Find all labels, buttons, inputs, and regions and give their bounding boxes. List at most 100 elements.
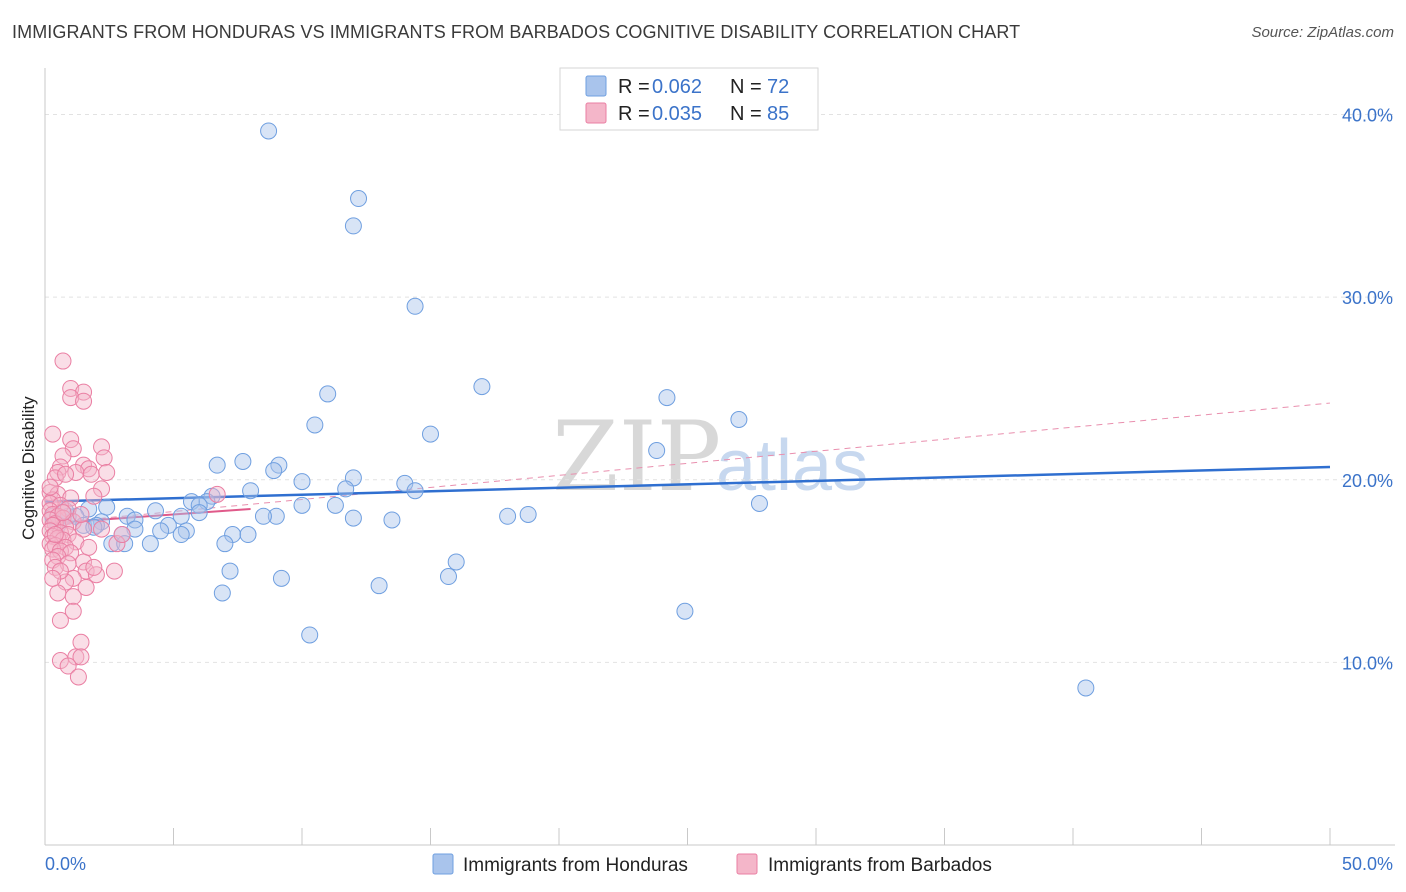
y-tick-label: 40.0% bbox=[1342, 106, 1393, 126]
bottom-legend-swatch-honduras bbox=[432, 853, 454, 875]
point-barbados bbox=[44, 425, 62, 443]
point-honduras bbox=[383, 511, 401, 529]
legend-r-value-1: 0.062 bbox=[652, 76, 702, 98]
point-barbados bbox=[54, 352, 72, 370]
point-barbados bbox=[108, 535, 126, 553]
point-honduras bbox=[350, 190, 368, 208]
point-honduras bbox=[319, 385, 337, 403]
point-honduras bbox=[254, 507, 272, 525]
axes bbox=[44, 68, 1395, 846]
point-honduras bbox=[439, 568, 457, 586]
trend-lines bbox=[44, 402, 1331, 525]
point-barbados bbox=[95, 449, 113, 467]
y-tick-label: 10.0% bbox=[1342, 653, 1393, 673]
point-honduras bbox=[126, 511, 144, 529]
point-barbados bbox=[54, 447, 72, 465]
point-barbados bbox=[67, 533, 85, 551]
point-honduras bbox=[272, 569, 290, 587]
point-honduras bbox=[447, 553, 465, 571]
point-barbados bbox=[72, 633, 90, 651]
point-honduras bbox=[147, 502, 165, 520]
legend-swatch-barbados bbox=[585, 102, 607, 124]
trend-line-honduras bbox=[44, 465, 1331, 503]
point-barbados bbox=[77, 579, 95, 597]
data-points bbox=[41, 122, 1095, 697]
point-barbados bbox=[59, 657, 77, 675]
point-honduras bbox=[267, 507, 285, 525]
x-tick-labels: 0.0% 50.0% bbox=[45, 854, 1393, 874]
point-honduras bbox=[265, 462, 283, 480]
point-honduras bbox=[301, 626, 319, 644]
point-honduras bbox=[141, 535, 159, 553]
point-barbados bbox=[82, 465, 100, 483]
point-honduras bbox=[239, 526, 257, 544]
point-barbados bbox=[44, 569, 62, 587]
point-barbados bbox=[64, 569, 82, 587]
point-honduras bbox=[337, 480, 355, 498]
point-honduras bbox=[306, 416, 324, 434]
point-honduras bbox=[473, 378, 491, 396]
point-honduras bbox=[216, 535, 234, 553]
point-honduras bbox=[152, 522, 170, 540]
point-honduras bbox=[213, 584, 231, 602]
point-barbados bbox=[62, 389, 80, 407]
point-honduras bbox=[98, 498, 116, 516]
point-barbados bbox=[46, 526, 64, 544]
legend-n-label-2: N = bbox=[730, 103, 762, 125]
point-barbados bbox=[72, 505, 90, 523]
point-honduras bbox=[750, 495, 768, 513]
legend-n-value-1: 72 bbox=[767, 76, 789, 98]
point-honduras bbox=[242, 482, 260, 500]
point-barbados bbox=[75, 392, 93, 410]
point-barbados bbox=[41, 478, 59, 496]
point-barbados bbox=[85, 487, 103, 505]
top-legend: R = 0.062 N = 72 R = 0.035 N = 85 bbox=[559, 67, 819, 131]
point-barbados bbox=[49, 584, 67, 602]
point-honduras bbox=[1077, 679, 1095, 697]
point-honduras bbox=[326, 496, 344, 514]
point-honduras bbox=[422, 425, 439, 443]
point-honduras bbox=[658, 389, 676, 407]
legend-n-label-1: N = bbox=[730, 76, 762, 98]
point-honduras bbox=[648, 442, 666, 460]
bottom-legend-label-honduras: Immigrants from Honduras bbox=[463, 855, 688, 876]
point-honduras bbox=[234, 453, 252, 470]
source-label: Source: ZipAtlas.com bbox=[1251, 24, 1394, 41]
point-honduras bbox=[730, 410, 748, 428]
point-barbados bbox=[72, 648, 90, 666]
point-honduras bbox=[293, 473, 311, 491]
y-axis-label: Cognitive Disability bbox=[19, 396, 38, 540]
watermark-atlas: atlas bbox=[716, 426, 868, 506]
legend-r-label-1: R = bbox=[618, 76, 650, 98]
point-barbados bbox=[105, 562, 123, 580]
point-honduras bbox=[293, 496, 311, 514]
point-barbados bbox=[69, 668, 87, 686]
point-barbados bbox=[93, 438, 111, 456]
point-barbados bbox=[113, 526, 131, 544]
point-honduras bbox=[118, 507, 136, 525]
point-honduras bbox=[126, 520, 144, 538]
legend-r-value-2: 0.035 bbox=[652, 103, 702, 125]
point-honduras bbox=[519, 505, 537, 523]
point-honduras bbox=[676, 602, 694, 620]
point-barbados bbox=[80, 538, 98, 556]
trend-line-barbados bbox=[44, 507, 251, 525]
bottom-legend-swatch-barbados bbox=[736, 853, 758, 875]
x-tick-label-min: 0.0% bbox=[45, 854, 86, 874]
point-honduras bbox=[499, 507, 517, 525]
point-barbados bbox=[98, 463, 116, 481]
point-barbados bbox=[85, 558, 103, 576]
chart-title: IMMIGRANTS FROM HONDURAS VS IMMIGRANTS F… bbox=[12, 22, 1021, 42]
point-barbados bbox=[208, 485, 226, 503]
point-honduras bbox=[221, 562, 239, 580]
point-honduras bbox=[190, 504, 208, 522]
watermark-zip: ZIP bbox=[552, 401, 721, 513]
point-barbados bbox=[75, 520, 93, 538]
y-tick-label: 20.0% bbox=[1342, 471, 1393, 491]
legend-swatch-honduras bbox=[585, 75, 607, 97]
point-barbados bbox=[62, 544, 80, 562]
point-barbados bbox=[57, 465, 75, 483]
point-honduras bbox=[190, 496, 208, 514]
point-honduras bbox=[172, 526, 190, 544]
